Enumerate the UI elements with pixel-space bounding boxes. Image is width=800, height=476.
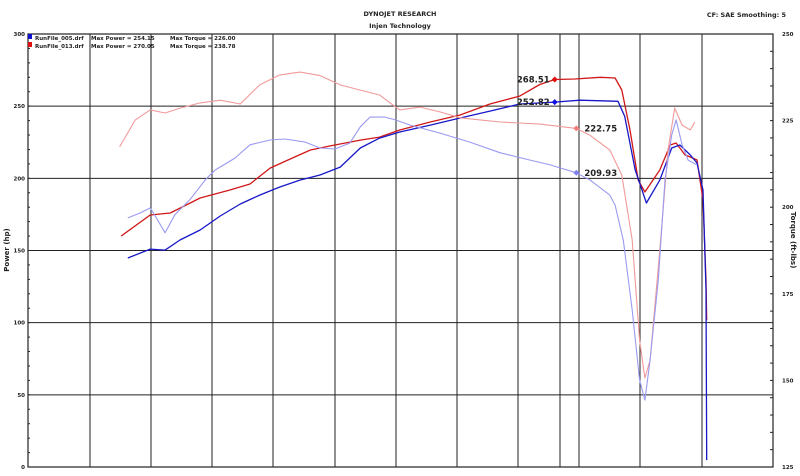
series-line-torque-4: [127, 116, 698, 401]
y-tick-label: 100: [14, 321, 26, 327]
y-axis-label: Power (hp): [3, 228, 11, 271]
chart-subtitle: Injen Technology: [369, 22, 431, 30]
legend-power-1: Max Power = 254.15: [91, 36, 155, 42]
legend-torque-1: Max Torque = 226.00: [170, 36, 236, 42]
y-tick-label: 50: [17, 393, 25, 399]
annotation-marker: [573, 169, 580, 176]
series-line-power-1: [120, 76, 708, 321]
y2-tick-label: 125: [782, 465, 794, 471]
annotation-marker: [551, 99, 558, 106]
y2-tick-label: 175: [782, 292, 794, 298]
legend-swatch-2: [28, 42, 32, 47]
legend-file-1: RunFile_005.drf: [35, 36, 84, 42]
chart-title: DYNOJET RESEARCH: [364, 10, 437, 18]
legend-power-2: Max Power = 270.05: [91, 44, 155, 50]
y2-tick-label: 150: [782, 378, 794, 384]
y2-tick-label: 200: [782, 205, 794, 211]
legend-torque-2: Max Torque = 238.78: [170, 44, 236, 50]
y-tick-label: 300: [14, 32, 26, 38]
legend-file-2: RunFile_013.drf: [35, 44, 84, 50]
annotation-label: 252.82: [517, 98, 550, 108]
y2-tick-label: 225: [782, 119, 794, 125]
y-tick-label: 150: [14, 249, 26, 255]
annotation-label: 222.75: [584, 124, 617, 134]
settings-label: CF: SAE Smoothing: 5: [707, 11, 787, 19]
y-tick-label: 250: [14, 104, 26, 110]
annotation-label: 209.93: [584, 169, 617, 179]
legend-swatch-1: [28, 34, 32, 39]
y2-tick-label: 250: [782, 32, 794, 38]
y-tick-label: 0: [21, 465, 25, 471]
annotation-marker: [573, 125, 580, 132]
annotation-marker: [551, 76, 558, 83]
y-tick-label: 200: [14, 176, 26, 182]
y2-axis-label: Torque (ft-lbs): [789, 212, 797, 269]
annotation-label: 268.51: [517, 75, 550, 85]
